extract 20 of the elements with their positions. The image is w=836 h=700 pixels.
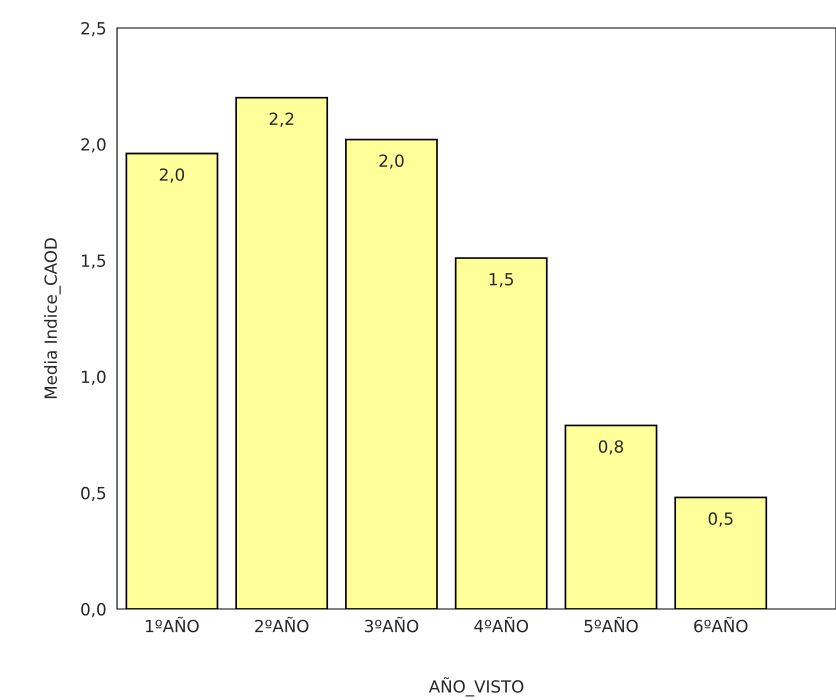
y-axis-title: Media Indice_CAOD: [44, 238, 61, 398]
y-tick-label: 0,5: [81, 486, 106, 502]
x-tick-label: 4ºAÑO: [474, 616, 528, 632]
x-tick-label: 3ºAÑO: [365, 616, 418, 632]
x-axis-title: AÑO_VISTO: [428, 677, 524, 696]
x-tick-label: 2ºAÑO: [255, 616, 308, 632]
data-label: 2,2: [270, 112, 294, 127]
y-tick-label: 1,0: [82, 370, 106, 385]
data-label: 0,5: [708, 512, 733, 527]
x-tick-label: 1ºAÑO: [146, 616, 199, 632]
x-tick-label: 6ºAÑO: [694, 616, 748, 632]
x-tick-label: 5ºAÑO: [584, 616, 638, 632]
data-label: 2,0: [160, 168, 184, 183]
data-label: 0,8: [598, 440, 624, 455]
y-tick-label: 0,0: [81, 602, 106, 618]
y-tick-label: 2,0: [81, 138, 106, 152]
data-label: 1,5: [490, 273, 514, 288]
data-label: 2,0: [379, 154, 404, 169]
y-tick-label: 2,5: [81, 22, 106, 36]
y-tick-label: 1,5: [82, 254, 106, 269]
